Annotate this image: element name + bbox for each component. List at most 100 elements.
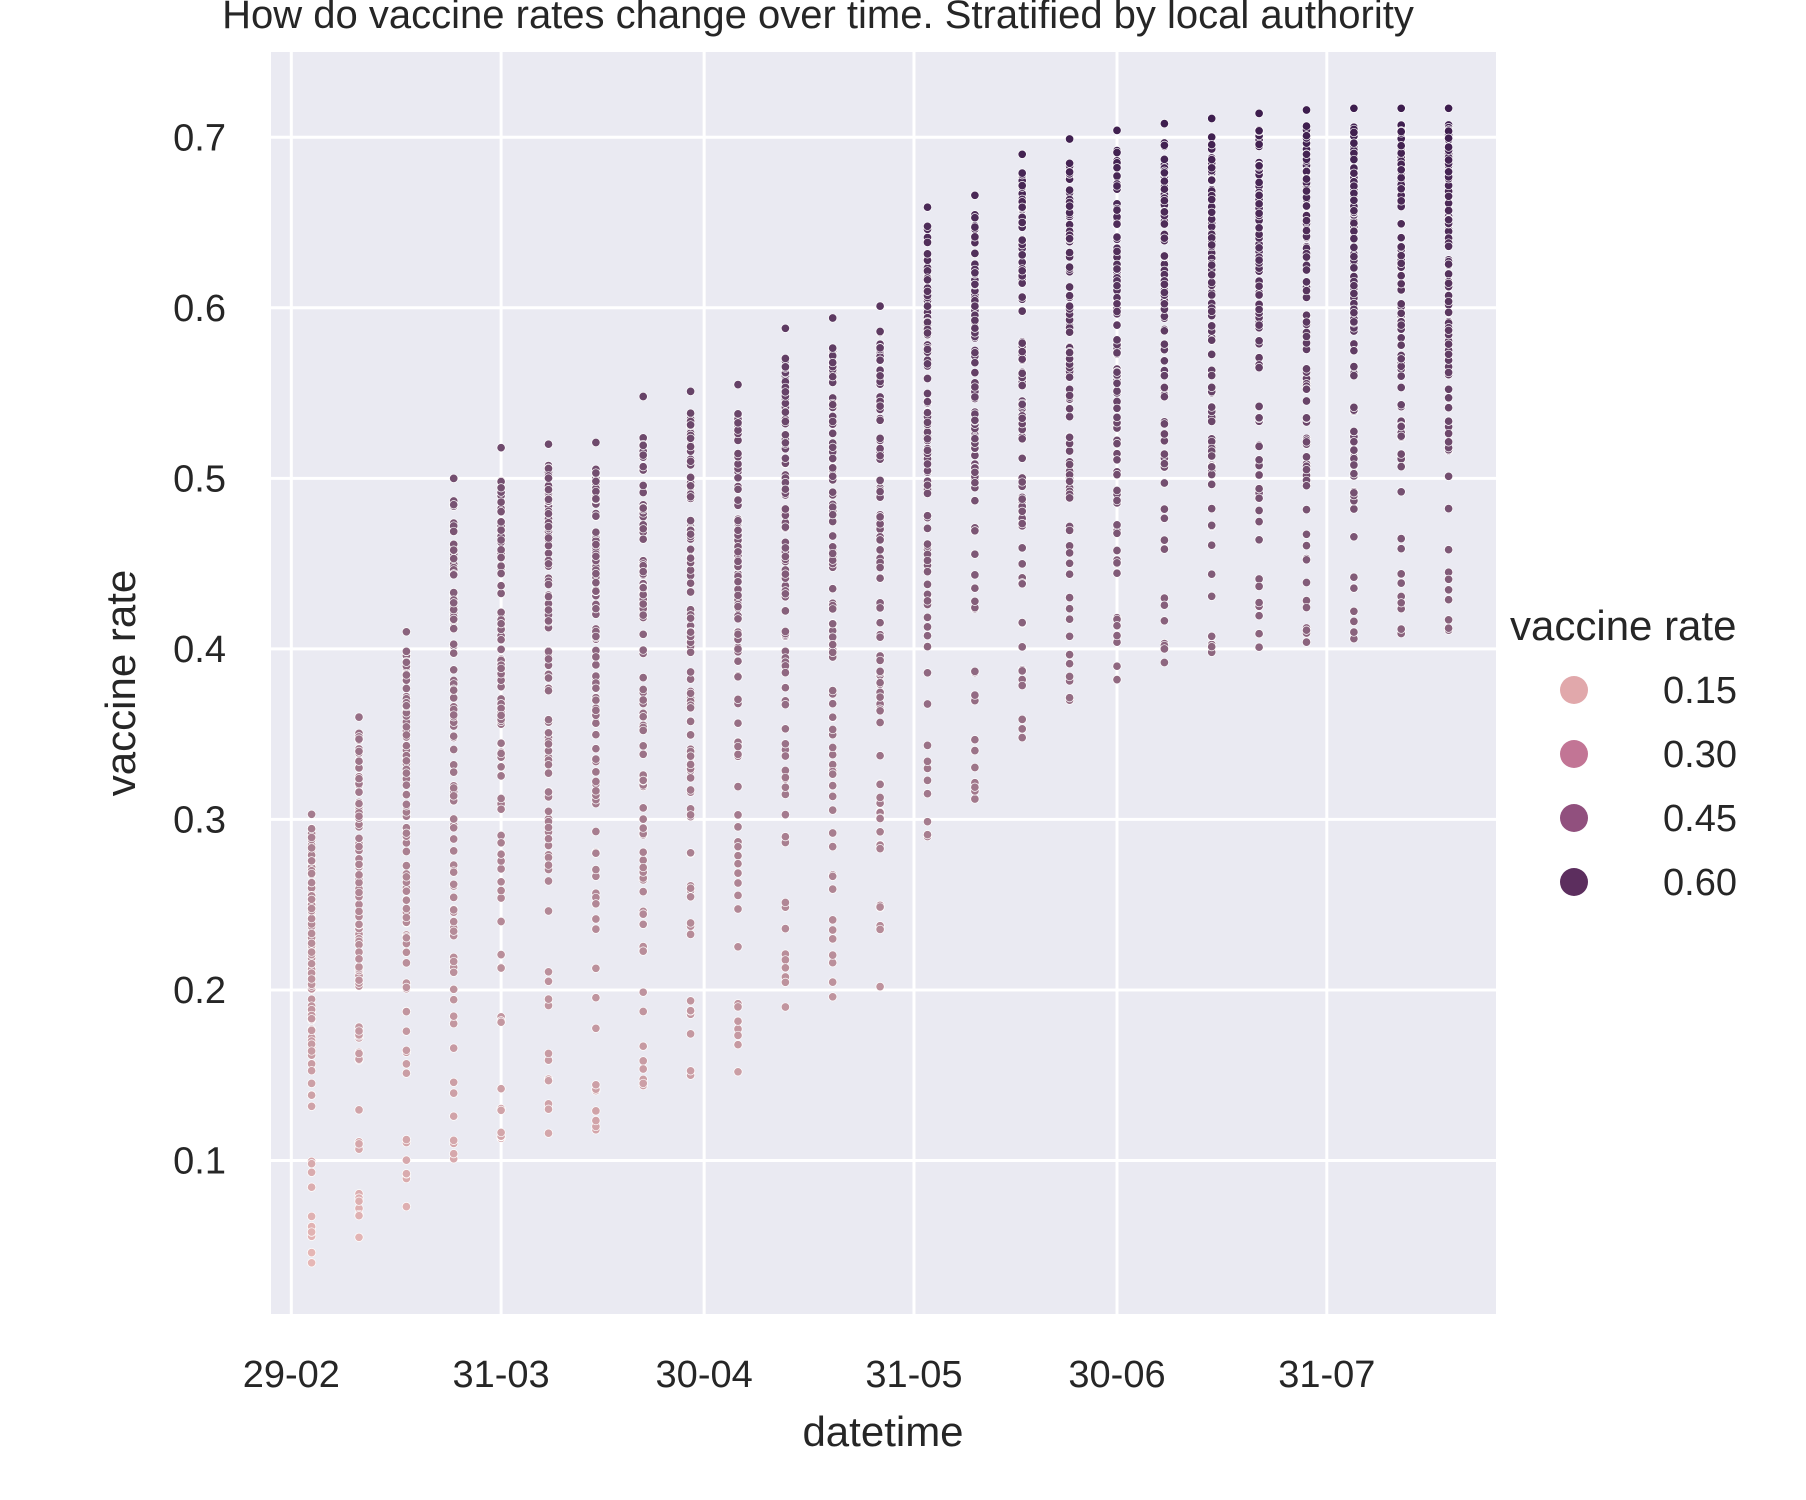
data-point <box>875 982 885 992</box>
data-point <box>780 430 790 440</box>
data-point <box>307 938 317 948</box>
data-point <box>591 914 601 924</box>
data-point <box>496 588 506 598</box>
data-point <box>543 654 554 664</box>
data-point <box>1301 252 1312 262</box>
data-point <box>970 190 980 200</box>
data-point <box>828 742 838 753</box>
data-point <box>1065 185 1075 195</box>
data-point <box>1159 207 1169 217</box>
data-point <box>1159 644 1169 654</box>
data-point <box>970 596 980 606</box>
data-point <box>1112 205 1122 215</box>
data-point <box>1207 382 1217 392</box>
data-point <box>1254 642 1264 652</box>
legend-marker <box>1560 804 1588 832</box>
data-point <box>1065 614 1075 624</box>
data-point <box>1207 540 1217 550</box>
data-point <box>354 833 364 843</box>
data-point <box>638 862 648 873</box>
data-point <box>780 739 790 749</box>
data-point <box>401 646 411 656</box>
data-point <box>1301 174 1312 184</box>
data-point <box>1444 339 1454 349</box>
data-point <box>970 248 980 258</box>
data-point <box>733 380 743 390</box>
data-point <box>970 746 980 756</box>
data-point <box>1207 462 1217 472</box>
data-point <box>591 511 601 521</box>
data-point <box>780 963 790 973</box>
data-point <box>638 695 648 705</box>
data-point <box>401 670 411 680</box>
data-point <box>1444 307 1454 317</box>
data-point <box>401 683 411 694</box>
data-point <box>354 887 364 898</box>
data-point <box>1396 371 1406 381</box>
data-point <box>828 372 838 382</box>
data-point <box>638 847 648 857</box>
data-point <box>1254 611 1264 621</box>
data-point <box>1254 139 1264 149</box>
data-point <box>354 962 364 972</box>
data-point <box>1444 325 1454 335</box>
data-point <box>1396 431 1406 441</box>
data-point <box>1349 445 1359 455</box>
data-point <box>1065 291 1075 301</box>
data-point <box>1349 127 1359 138</box>
data-point <box>307 1078 317 1088</box>
data-point <box>1159 196 1169 206</box>
data-point <box>354 811 364 821</box>
data-point <box>686 481 696 491</box>
data-point <box>354 734 364 744</box>
data-point <box>1065 262 1075 272</box>
data-point <box>733 409 743 419</box>
data-point <box>1112 281 1122 291</box>
data-point <box>1112 219 1122 229</box>
data-point <box>686 433 696 443</box>
data-point <box>1301 577 1312 588</box>
data-point <box>307 856 317 866</box>
data-point <box>686 716 696 726</box>
data-point <box>496 864 506 874</box>
data-point <box>307 1014 317 1024</box>
data-point <box>922 237 933 247</box>
data-point <box>922 275 933 285</box>
data-point <box>922 596 933 606</box>
data-point <box>1301 149 1312 159</box>
data-point <box>449 879 459 889</box>
data-point <box>970 570 980 580</box>
data-point <box>686 1029 696 1039</box>
data-point <box>401 982 411 992</box>
data-point <box>1017 292 1027 302</box>
data-point <box>828 632 838 642</box>
data-point <box>1254 177 1264 188</box>
data-point <box>307 878 317 888</box>
data-point <box>1207 132 1217 142</box>
legend-label: 0.60 <box>1663 862 1737 904</box>
data-point <box>1396 184 1406 194</box>
data-point <box>591 539 601 550</box>
data-point <box>1254 223 1264 233</box>
data-point <box>401 933 411 943</box>
data-point <box>307 868 317 879</box>
data-point <box>733 749 743 759</box>
data-point <box>828 958 838 968</box>
data-point <box>875 692 885 702</box>
data-point <box>1159 176 1169 186</box>
data-point <box>1065 493 1075 503</box>
legend-marker <box>1560 740 1588 768</box>
data-point <box>875 487 885 497</box>
data-point <box>1349 263 1359 273</box>
data-point <box>1396 279 1406 289</box>
data-point <box>1065 372 1075 382</box>
data-point <box>1349 616 1359 626</box>
data-point <box>591 551 601 561</box>
data-point <box>591 899 601 909</box>
data-point <box>1159 429 1169 439</box>
data-point <box>922 459 933 469</box>
data-point <box>922 286 933 296</box>
data-point <box>1065 650 1075 660</box>
data-point <box>686 1006 696 1016</box>
